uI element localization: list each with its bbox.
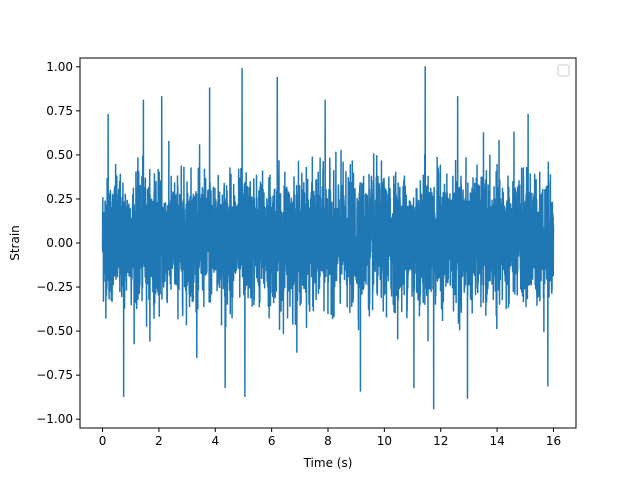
y-tick-label: −1.00	[36, 412, 73, 426]
x-tick-label: 12	[433, 434, 448, 448]
y-tick-label: 0.75	[46, 104, 73, 118]
strain-series-line	[101, 66, 555, 410]
x-axis-label: Time (s)	[303, 456, 353, 470]
series-layer	[101, 66, 555, 410]
x-axis: 0 2 4 6 8 10 12 14 16	[99, 428, 561, 448]
legend-box	[557, 64, 570, 77]
y-tick-label: −0.75	[36, 368, 73, 382]
y-tick-label: −0.25	[36, 280, 73, 294]
y-tick-label: 1.00	[46, 60, 73, 74]
x-tick-label: 16	[546, 434, 561, 448]
y-axis: 1.00 0.75 0.50 0.25 0.00 −0.25 −0.50 −0.75 −1.00	[36, 60, 80, 426]
x-tick-label: 10	[377, 434, 392, 448]
x-tick-label: 2	[155, 434, 163, 448]
y-axis-label: Strain	[8, 225, 22, 261]
y-tick-label: 0.50	[46, 148, 73, 162]
x-tick-label: 6	[268, 434, 276, 448]
x-tick-label: 14	[489, 434, 504, 448]
x-tick-label: 8	[324, 434, 332, 448]
y-tick-label: 0.00	[46, 236, 73, 250]
y-tick-label: 0.25	[46, 192, 73, 206]
x-tick-label: 0	[99, 434, 107, 448]
x-tick-label: 4	[211, 434, 219, 448]
y-tick-label: −0.50	[36, 324, 73, 338]
